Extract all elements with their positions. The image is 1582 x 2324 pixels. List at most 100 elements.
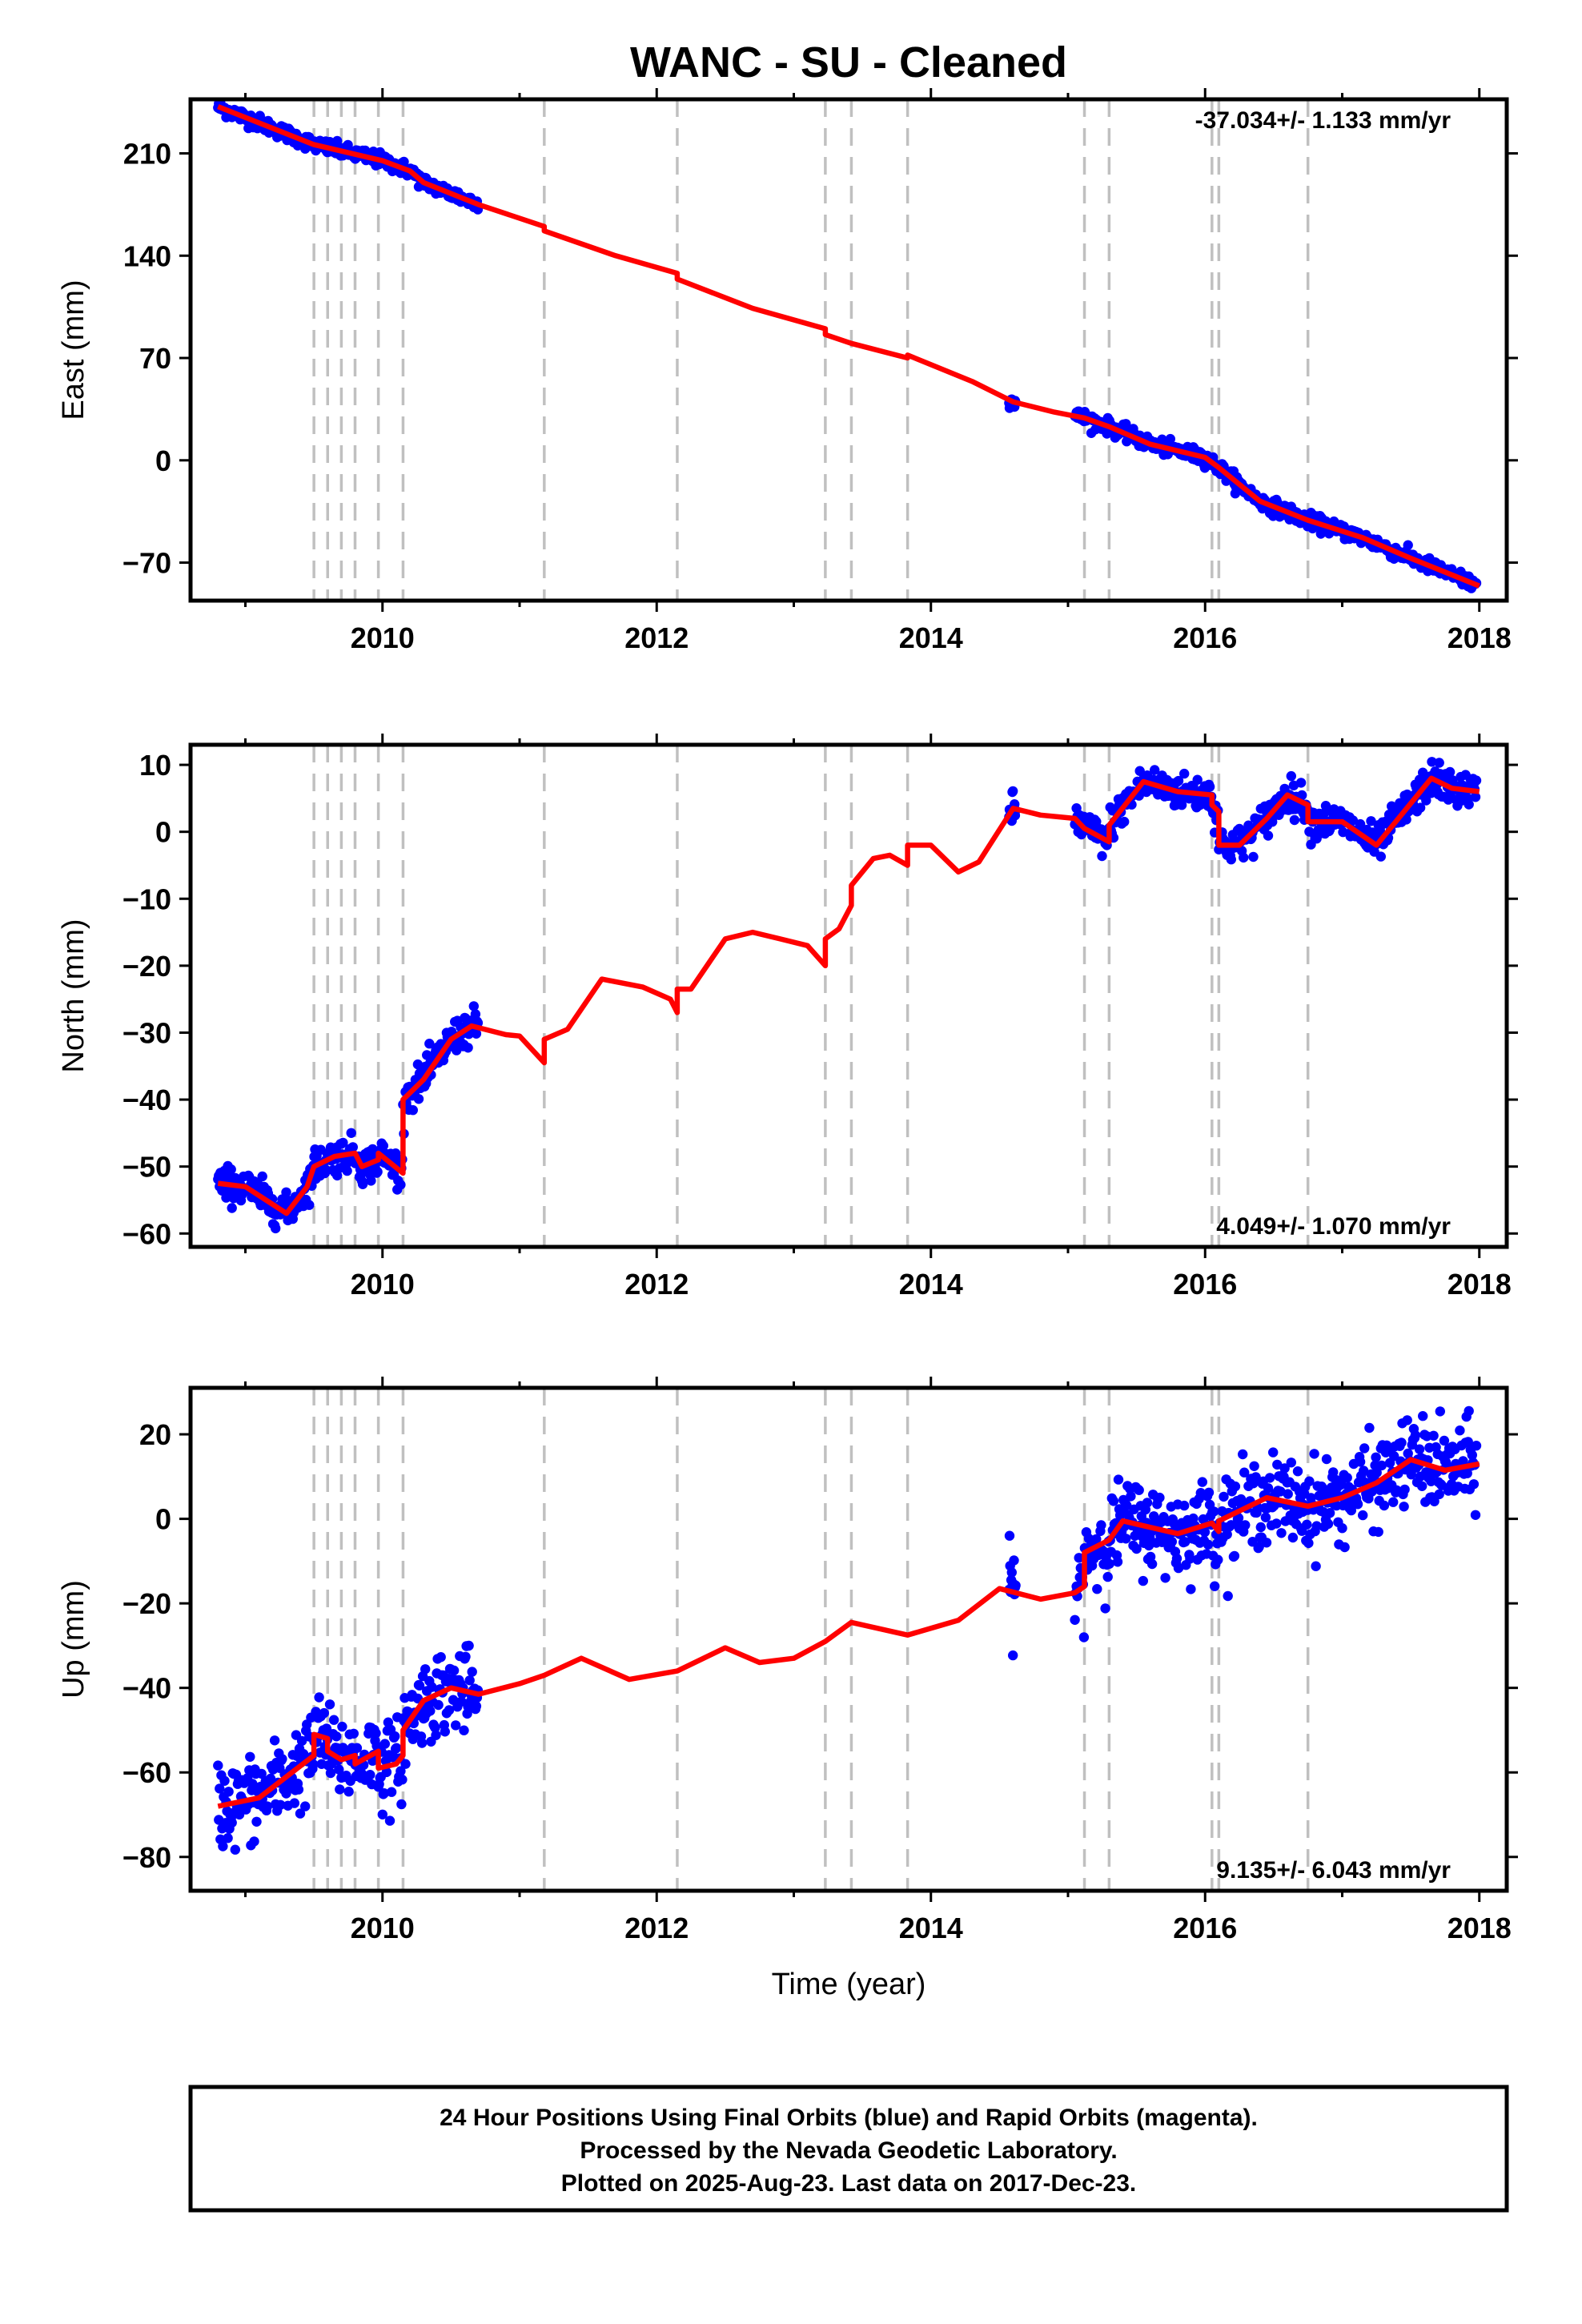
- data-point: [348, 1728, 359, 1739]
- data-point: [1355, 1457, 1366, 1467]
- data-point: [1142, 1498, 1153, 1508]
- data-point: [460, 1651, 471, 1662]
- data-point: [448, 1665, 460, 1676]
- rate-label: -37.034+/- 1.133 mm/yr: [1195, 107, 1452, 134]
- y-axis-label: East (mm): [57, 279, 90, 420]
- data-point: [1434, 758, 1444, 768]
- y-tick-label: −40: [122, 1084, 171, 1116]
- y-tick-label: −70: [122, 547, 171, 580]
- data-point: [269, 1735, 280, 1746]
- data-point: [1150, 765, 1160, 775]
- data-point: [1223, 1590, 1233, 1602]
- data-point: [1192, 774, 1203, 785]
- data-point: [1226, 854, 1237, 865]
- data-point: [464, 1640, 474, 1651]
- data-point: [347, 1142, 358, 1152]
- data-point: [335, 1784, 345, 1795]
- data-point: [1328, 1467, 1339, 1478]
- data-point: [328, 1715, 339, 1725]
- data-point: [1166, 1536, 1178, 1547]
- data-point: [1376, 1460, 1387, 1471]
- data-point: [1134, 1485, 1144, 1495]
- data-point: [1239, 1467, 1250, 1478]
- data-point: [1197, 1477, 1208, 1487]
- x-tick-label: 2010: [351, 1268, 415, 1301]
- x-tick-label: 2014: [899, 621, 963, 654]
- data-point: [396, 1180, 406, 1190]
- data-point: [1121, 1534, 1131, 1544]
- data-point: [1399, 1502, 1409, 1512]
- data-point: [444, 1705, 455, 1715]
- data-point: [271, 1223, 281, 1234]
- data-point: [436, 1652, 446, 1663]
- data-point: [424, 1039, 435, 1049]
- data-point: [1358, 1510, 1368, 1521]
- data-point: [1213, 1554, 1223, 1565]
- y-tick-label: 0: [155, 816, 171, 849]
- data-point: [365, 1770, 375, 1780]
- data-point: [351, 1743, 363, 1753]
- y-tick-label: −40: [122, 1672, 171, 1705]
- data-point: [1248, 851, 1259, 862]
- data-point: [1286, 770, 1297, 782]
- data-point: [379, 1788, 389, 1799]
- data-point: [408, 1105, 418, 1116]
- data-point: [215, 1783, 225, 1794]
- data-point: [257, 1171, 267, 1182]
- x-axis-label: Time (year): [772, 1968, 926, 2001]
- data-point: [245, 1751, 255, 1762]
- data-point: [1254, 1542, 1264, 1552]
- data-point: [377, 1809, 387, 1819]
- data-point: [1008, 1650, 1018, 1661]
- x-tick-label: 2018: [1447, 1912, 1512, 1944]
- model-curve: [217, 104, 1480, 589]
- x-tick-label: 2016: [1173, 621, 1237, 654]
- data-point: [1126, 1491, 1136, 1502]
- y-axis-label: North (mm): [57, 919, 90, 1072]
- data-point: [346, 1128, 356, 1139]
- data-point: [218, 1841, 228, 1852]
- data-point: [1131, 1543, 1142, 1554]
- data-point: [1102, 1571, 1113, 1582]
- data-point: [1173, 1562, 1184, 1574]
- data-point: [1426, 1476, 1436, 1486]
- y-tick-label: −60: [122, 1756, 171, 1789]
- data-point: [1226, 1520, 1237, 1530]
- data-point: [1417, 1481, 1427, 1492]
- y-tick-label: −20: [122, 950, 171, 983]
- data-point: [468, 1001, 479, 1011]
- data-point: [227, 1817, 237, 1828]
- data-point: [1078, 1632, 1090, 1642]
- data-point: [1264, 1473, 1275, 1483]
- data-point: [1219, 1491, 1229, 1502]
- data-point: [1427, 757, 1437, 767]
- data-point: [230, 1844, 240, 1855]
- data-point: [396, 1766, 406, 1776]
- x-tick-label: 2014: [899, 1912, 963, 1944]
- data-point: [1339, 1542, 1350, 1553]
- plot-area: [191, 1388, 1507, 1891]
- y-tick-label: 70: [139, 342, 171, 375]
- data-point: [1352, 1499, 1363, 1510]
- data-point: [1113, 1474, 1124, 1485]
- data-point: [1240, 1520, 1251, 1530]
- data-point: [413, 1094, 424, 1104]
- data-point: [1379, 1500, 1390, 1511]
- data-point: [1186, 1584, 1196, 1594]
- data-point: [371, 1728, 381, 1739]
- y-tick-label: −60: [122, 1217, 171, 1250]
- data-point: [391, 1743, 402, 1753]
- data-point: [337, 1721, 347, 1732]
- y-tick-label: −50: [122, 1151, 171, 1184]
- data-point: [1470, 1510, 1481, 1521]
- data-point: [433, 1699, 444, 1711]
- data-point: [1428, 1430, 1439, 1441]
- data-point: [1467, 1449, 1478, 1461]
- x-tick-label: 2010: [351, 621, 415, 654]
- data-point: [295, 1808, 306, 1819]
- data-point: [1297, 790, 1307, 801]
- data-point: [1143, 1540, 1154, 1551]
- up-panel: 2010 2012 2014 2016 2018 −80 −60 −40 −20 0 20 Up (m…: [57, 1377, 1518, 1944]
- data-point: [1303, 1538, 1314, 1549]
- data-point: [1239, 852, 1249, 863]
